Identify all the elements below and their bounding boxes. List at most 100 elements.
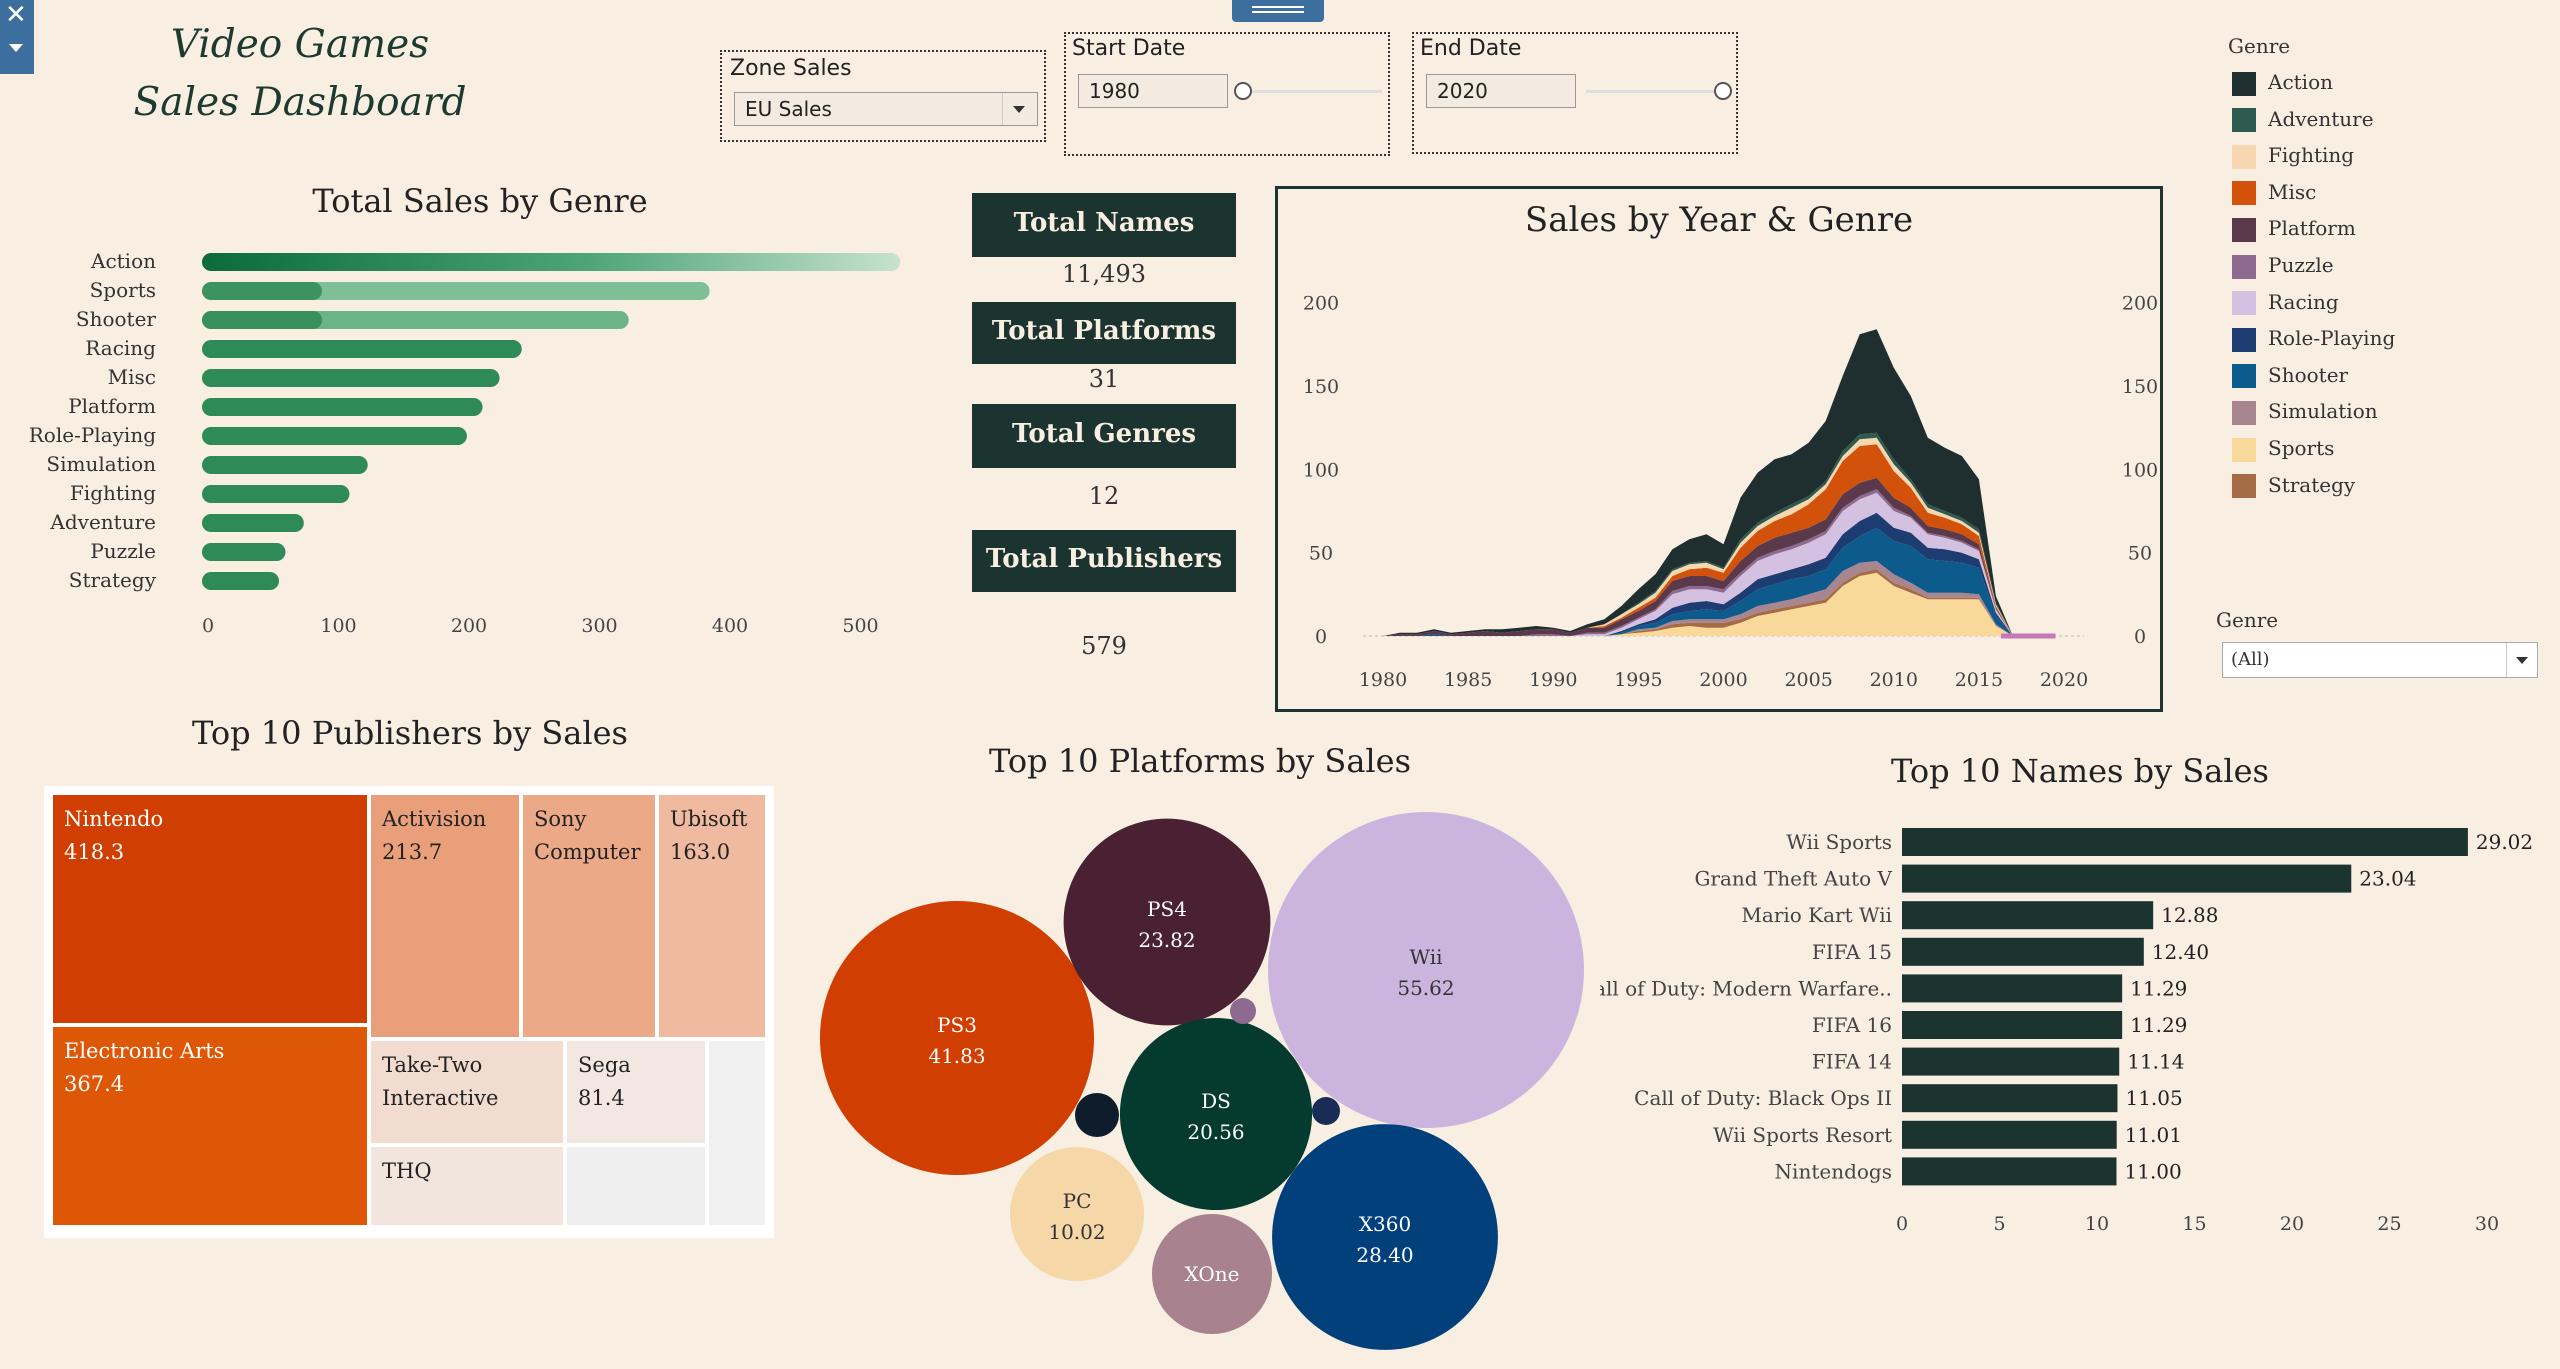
treemap-cell-thq: [369, 1145, 565, 1227]
year-area-xtick-2020: 2020: [2040, 669, 2088, 691]
year-area-series-misc: [1383, 444, 2064, 636]
zone-sales-dropdown[interactable]: EU Sales: [734, 92, 1038, 126]
legend-swatch: [2232, 254, 2256, 279]
legend-item-racing[interactable]: Racing: [2232, 290, 2339, 316]
year-area-xtick-2010: 2010: [1870, 669, 1918, 691]
year-area-ytick-left-0: 0: [1315, 626, 1327, 648]
treemap-value-nintendo: 418.3: [64, 840, 124, 864]
treemap-label-electronic-arts: Electronic Arts: [64, 1039, 224, 1063]
year-area-xtick-1995: 1995: [1614, 669, 1662, 691]
close-icon[interactable]: ✕: [5, 0, 27, 30]
genre-bar-title: Total Sales by Genre: [312, 182, 648, 220]
genre-bar-xtick-200: 200: [451, 615, 487, 637]
zone-sales-filter: Zone Sales EU Sales: [720, 50, 1046, 142]
start-date-filter: Start Date 1980: [1064, 32, 1390, 156]
genre-bar-puzzle: [202, 543, 286, 561]
year-area-xtick-2000: 2000: [1699, 669, 1747, 691]
legend-item-role-playing[interactable]: Role-Playing: [2232, 326, 2395, 352]
kpi-total-platforms-header: Total Platforms: [972, 302, 1236, 364]
legend-label: Puzzle: [2268, 253, 2334, 277]
treemap-label-take-two-interactive: Take-Two: [382, 1053, 482, 1077]
treemap-cell-other-8: [565, 1145, 707, 1227]
names-bar-label-nintendogs: Nintendogs: [1775, 1159, 1892, 1183]
bubble-label-wii: Wii: [1410, 945, 1443, 969]
year-area-ytick-right-150: 150: [2122, 376, 2158, 398]
genre-bar-xtick-500: 500: [842, 615, 878, 637]
legend-item-fighting[interactable]: Fighting: [2232, 143, 2354, 169]
close-panel-button[interactable]: ✕: [0, 0, 34, 74]
names-bar-mario-kart-wii: [1902, 901, 2154, 930]
legend-item-adventure[interactable]: Adventure: [2232, 107, 2374, 133]
year-area-xtick-2015: 2015: [1955, 669, 2003, 691]
names-bar-xtick-10: 10: [2085, 1213, 2109, 1235]
genre-bar-xtick-300: 300: [581, 615, 617, 637]
names-bar-label-fifa-15: FIFA 15: [1812, 940, 1892, 964]
year-area-xtick-1980: 1980: [1359, 669, 1407, 691]
genre-bar-xtick-100: 100: [320, 615, 356, 637]
treemap-label-thq: THQ: [382, 1159, 432, 1183]
dashboard-title-line2: Sales Dashboard: [133, 80, 467, 125]
legend-item-shooter[interactable]: Shooter: [2232, 363, 2348, 389]
legend-item-sports[interactable]: Sports: [2232, 436, 2334, 462]
kpi-total-publishers-value: 579: [1081, 632, 1127, 660]
genre-bar-adventure: [202, 514, 304, 532]
drag-handle[interactable]: [1232, 0, 1324, 22]
kpi-total-publishers-header: Total Publishers: [972, 530, 1236, 592]
legend-item-simulation[interactable]: Simulation: [2232, 399, 2378, 425]
bubble-xone: [1152, 1214, 1272, 1334]
legend-label: Racing: [2268, 289, 2339, 314]
names-bar-wii-sports-resort: [1902, 1120, 2117, 1149]
legend-label: Fighting: [2268, 143, 2355, 168]
legend-label: Simulation: [2268, 399, 2378, 424]
legend-item-platform[interactable]: Platform: [2232, 216, 2356, 242]
publisher-treemap-chart: Nintendo 418.3 Electronic Arts 367.4 Activis…: [44, 786, 774, 1238]
start-date-slider[interactable]: [1242, 90, 1382, 93]
end-date-filter: End Date 2020: [1412, 32, 1738, 154]
names-bar-xtick-20: 20: [2280, 1213, 2304, 1235]
end-date-input[interactable]: 2020: [1426, 74, 1576, 108]
names-bar-call-of-duty-modern-warfare: [1902, 974, 2123, 1003]
year-area-xtick-2005: 2005: [1784, 669, 1832, 691]
genre-bar-role-playing: [202, 427, 467, 445]
names-bar-label-call-of-duty-modern-warfare: Call of Duty: Modern Warfare..: [1600, 976, 1892, 1000]
bubble-label-ps3: PS3: [937, 1013, 977, 1037]
genre-select-label: Genre: [2216, 608, 2279, 632]
names-bar-chart: Wii Sports 29.02 Grand Theft Auto V 23.04 Ma…: [1600, 828, 2533, 1235]
chevron-down-icon[interactable]: [9, 44, 23, 52]
legend-item-puzzle[interactable]: Puzzle: [2232, 253, 2334, 279]
bubble-value-ps4: 23.82: [1138, 928, 1195, 952]
legend-swatch: [2232, 181, 2256, 206]
legend-item-misc[interactable]: Misc: [2232, 180, 2316, 206]
legend-swatch: [2232, 400, 2256, 425]
genre-bar-shade-sports: [202, 282, 322, 300]
treemap-cell-activision: [369, 793, 521, 1039]
publisher-treemap-title: Top 10 Publishers by Sales: [192, 714, 628, 752]
legend-item-action[interactable]: Action: [2232, 70, 2333, 96]
names-bar-value-call-of-duty-modern-warfare: 11.29: [2130, 976, 2187, 1000]
bubble-label-pc: PC: [1063, 1189, 1092, 1213]
bubble-value-ps3: 41.83: [928, 1044, 985, 1068]
legend-label: Action: [2268, 70, 2333, 94]
treemap-label-sony-computer-line2: Computer: [534, 840, 641, 864]
dropdown-arrow-icon[interactable]: [1002, 93, 1037, 125]
bubble-wii: [1268, 812, 1584, 1128]
treemap-value-activision: 213.7: [382, 840, 442, 864]
treemap-value-ubisoft: 163.0: [670, 840, 730, 864]
genre-bar-label-sports: Sports: [90, 278, 156, 302]
treemap-label-take-two-interactive-line2: Interactive: [382, 1086, 498, 1110]
end-date-label: End Date: [1420, 36, 1522, 61]
start-date-input[interactable]: 1980: [1078, 74, 1228, 108]
genre-dropdown[interactable]: (All): [2222, 642, 2538, 678]
year-area-ytick-right-0: 0: [2134, 626, 2146, 648]
start-date-slider-handle[interactable]: [1234, 82, 1252, 100]
names-bar-value-fifa-14: 11.14: [2127, 1050, 2184, 1074]
treemap-label-sega: Sega: [578, 1053, 631, 1077]
legend-swatch: [2232, 327, 2256, 352]
dropdown-arrow-icon[interactable]: [2506, 643, 2537, 677]
end-date-slider-handle[interactable]: [1714, 82, 1732, 100]
year-area-frame: [1275, 186, 2163, 712]
end-date-slider[interactable]: [1586, 90, 1726, 93]
year-area-xtick-1985: 1985: [1444, 669, 1492, 691]
legend-item-strategy[interactable]: Strategy: [2232, 473, 2355, 499]
bubble-label-ds: DS: [1201, 1089, 1231, 1113]
